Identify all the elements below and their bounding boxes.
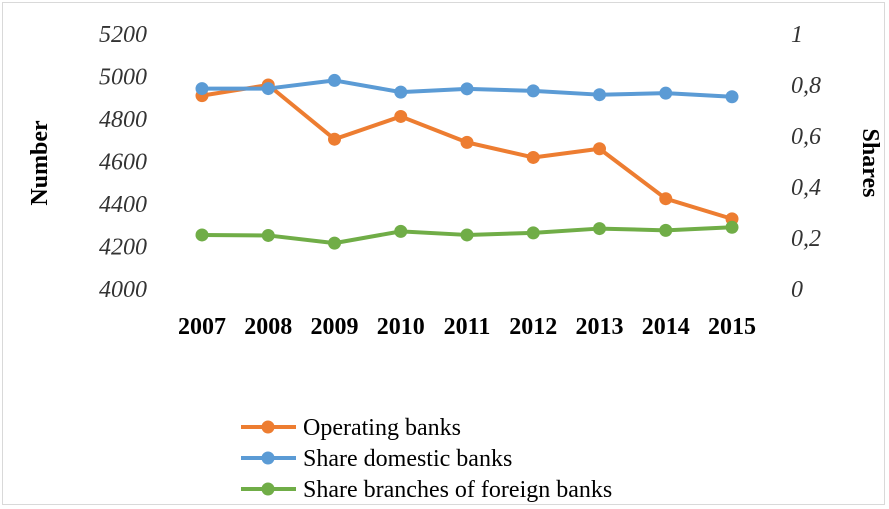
data-point xyxy=(195,82,209,96)
data-point xyxy=(593,142,606,156)
data-point xyxy=(328,236,341,250)
right-axis-title: Shares xyxy=(857,129,883,198)
left-tick-label: 4400 xyxy=(99,192,147,218)
data-point xyxy=(460,135,474,149)
right-tick-label: 1 xyxy=(791,22,803,48)
x-tick-label: 2010 xyxy=(377,314,425,340)
x-tick-label: 2013 xyxy=(576,314,624,340)
data-point xyxy=(725,90,739,104)
data-point xyxy=(526,150,540,164)
x-tick-label: 2014 xyxy=(642,314,690,340)
data-point xyxy=(195,228,209,242)
x-tick-label: 2015 xyxy=(708,314,756,340)
series-lines xyxy=(201,78,733,246)
data-point xyxy=(460,82,474,96)
legend-marker xyxy=(261,482,275,496)
legend-label: Share domestic banks xyxy=(303,446,512,472)
data-point xyxy=(394,85,408,99)
data-point xyxy=(261,82,275,96)
right-tick-label: 0,6 xyxy=(791,124,821,150)
left-tick-label: 4600 xyxy=(99,150,147,176)
right-tick-label: 0,2 xyxy=(791,226,821,252)
left-tick-label: 4000 xyxy=(99,277,147,303)
x-axis-ticks: 2007 2008 2009 2010 2011 2012 2013 2014 2015 xyxy=(178,314,756,340)
data-point xyxy=(659,86,673,100)
data-point xyxy=(394,224,408,238)
x-tick-label: 2011 xyxy=(444,314,491,340)
right-tick-label: 0,8 xyxy=(791,73,821,99)
data-point xyxy=(526,84,540,98)
x-tick-label: 2009 xyxy=(311,314,359,340)
data-point xyxy=(261,228,275,242)
x-tick-label: 2008 xyxy=(244,314,292,340)
left-axis-title: Number xyxy=(27,120,53,206)
data-point xyxy=(659,192,673,206)
legend-label: Share branches of foreign banks xyxy=(303,477,612,503)
series-line xyxy=(201,83,733,221)
data-point xyxy=(526,226,540,240)
right-tick-label: 0,4 xyxy=(791,175,821,201)
data-point xyxy=(593,222,606,236)
x-tick-label: 2007 xyxy=(178,314,226,340)
series-markers xyxy=(195,73,739,250)
right-tick-label: 0 xyxy=(791,277,803,303)
x-tick-label: 2012 xyxy=(509,314,557,340)
legend-marker xyxy=(261,420,275,434)
data-point xyxy=(460,228,474,242)
left-tick-label: 4800 xyxy=(99,107,147,133)
left-tick-label: 5000 xyxy=(99,65,147,91)
legend-label: Operating banks xyxy=(303,415,461,441)
left-axis-ticks: 4000 4200 4400 4600 4800 5000 5200 xyxy=(99,22,147,303)
legend-marker xyxy=(261,451,275,465)
left-tick-label: 5200 xyxy=(99,22,147,48)
data-point xyxy=(725,220,739,234)
data-point xyxy=(659,223,673,237)
left-tick-label: 4200 xyxy=(99,235,147,261)
right-axis-ticks: 0 0,2 0,4 0,6 0,8 1 xyxy=(791,22,821,303)
data-point xyxy=(394,109,408,123)
data-point xyxy=(328,73,341,87)
data-point xyxy=(593,88,606,102)
data-point xyxy=(328,132,341,146)
legend: Operating banks Share domestic banks Share… xyxy=(241,415,612,503)
